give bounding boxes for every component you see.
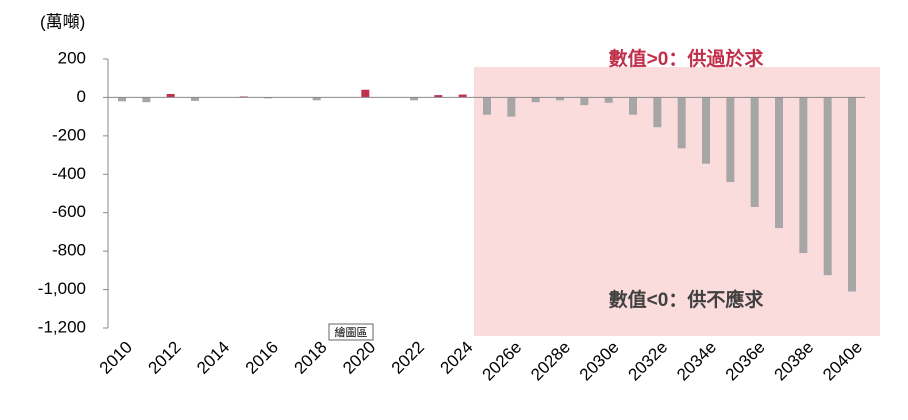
x-tick-label: 2032e bbox=[624, 338, 671, 385]
bar bbox=[556, 97, 564, 101]
x-tick-label: 2040e bbox=[819, 338, 866, 385]
bar bbox=[580, 97, 589, 106]
bar bbox=[653, 97, 662, 128]
bar bbox=[677, 97, 686, 149]
forecast-shade bbox=[474, 67, 880, 336]
bar bbox=[410, 97, 418, 101]
bar bbox=[702, 97, 710, 164]
x-tick-label: 2018 bbox=[290, 338, 330, 378]
bar bbox=[750, 97, 759, 207]
x-tick-label: 2022 bbox=[388, 338, 428, 378]
bar bbox=[604, 97, 613, 103]
bar bbox=[531, 97, 540, 103]
y-tick-label: -1,200 bbox=[38, 317, 86, 336]
bar bbox=[458, 94, 467, 98]
bar bbox=[118, 97, 126, 102]
y-tick-label: -800 bbox=[52, 241, 86, 260]
y-tick-label: 200 bbox=[58, 48, 86, 67]
x-tick-label: 2020 bbox=[339, 338, 379, 378]
bar bbox=[483, 97, 491, 115]
x-tick-label: 2034e bbox=[673, 338, 720, 385]
x-tick-label: 2012 bbox=[144, 338, 184, 378]
x-tick-label: 2030e bbox=[576, 338, 623, 385]
bar bbox=[142, 97, 151, 103]
annotation: 數值>0：供過於求 bbox=[609, 47, 765, 70]
x-tick-label: 2010 bbox=[96, 338, 136, 378]
bar bbox=[191, 97, 199, 101]
bar bbox=[775, 97, 783, 229]
x-tick-label: 2014 bbox=[193, 338, 233, 378]
bar bbox=[434, 95, 443, 98]
tooltip-text: 繪圖區 bbox=[335, 325, 368, 339]
x-tick-label: 2038e bbox=[770, 338, 817, 385]
bar bbox=[799, 97, 808, 254]
bar bbox=[507, 97, 516, 117]
y-tick-label: -200 bbox=[52, 125, 86, 144]
bar bbox=[726, 97, 735, 182]
bar bbox=[166, 93, 175, 98]
x-tick-label: 2028e bbox=[527, 338, 574, 385]
y-tick-label: -600 bbox=[52, 202, 86, 221]
y-tick-label: 0 bbox=[77, 87, 86, 106]
x-tick-label: 2036e bbox=[722, 338, 769, 385]
x-tick-label: 2024 bbox=[436, 338, 476, 378]
y-tick-label: -1,000 bbox=[38, 279, 86, 298]
bar bbox=[848, 97, 856, 292]
y-tick-label: -400 bbox=[52, 164, 86, 183]
bar bbox=[629, 97, 637, 115]
tooltip-box bbox=[328, 323, 374, 341]
bar bbox=[312, 97, 321, 101]
x-tick-label: 2026e bbox=[478, 338, 525, 385]
y-unit-label: (萬噸) bbox=[40, 12, 85, 31]
bar bbox=[361, 89, 370, 98]
bar bbox=[823, 97, 832, 276]
tooltip: 繪圖區 bbox=[328, 323, 374, 341]
x-tick-label: 2016 bbox=[242, 338, 282, 378]
annotation: 數值<0：供不應求 bbox=[609, 288, 765, 311]
